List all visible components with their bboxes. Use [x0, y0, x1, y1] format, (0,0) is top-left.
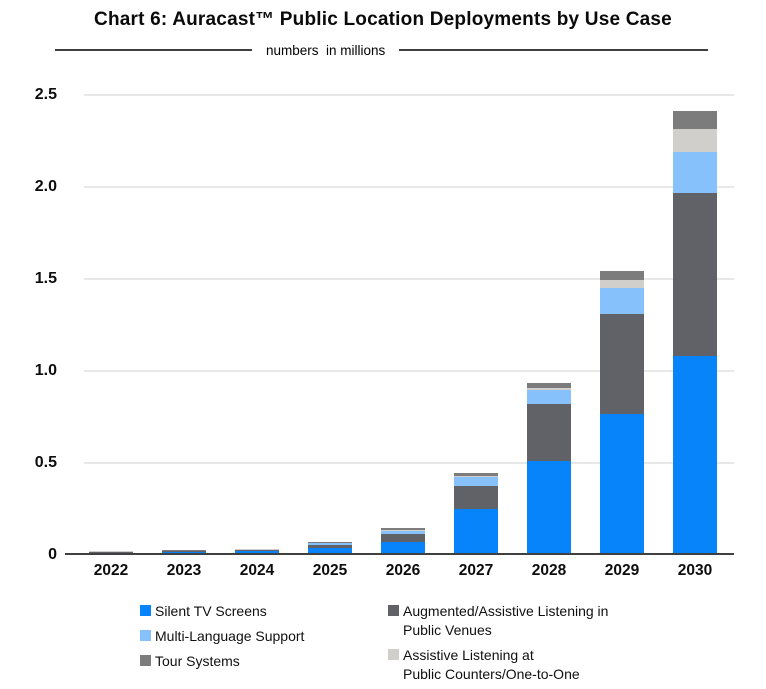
- bar-group-2024: [235, 549, 279, 554]
- legend-swatch-augmented-assistive-listening-public-venues: [388, 605, 399, 616]
- gridline-1: [84, 370, 734, 372]
- x-axis-line: [65, 553, 734, 555]
- bar-segment-tour-systems-2027: [454, 472, 498, 476]
- legend-swatch-tour-systems: [140, 655, 151, 666]
- legend-swatch-multi-language-support: [140, 630, 151, 641]
- bar-segment-silent-tv-screens-2030: [673, 356, 717, 554]
- gridline-2: [84, 186, 734, 188]
- x-axis-label-2023: 2023: [166, 562, 202, 579]
- legend-label-multi-language-support: Multi-Language Support: [155, 628, 305, 644]
- bar-segment-tour-systems-2030: [673, 110, 717, 129]
- legend-item-multi-language-support: Multi-Language Support: [140, 627, 304, 646]
- bar-segment-multi-language-support-2029: [600, 288, 644, 314]
- bar-segment-silent-tv-screens-2028: [527, 461, 571, 554]
- bar-segment-silent-tv-screens-2029: [600, 414, 644, 554]
- x-axis-label-2022: 2022: [93, 562, 129, 579]
- bar-segment-multi-language-support-2023: [162, 550, 206, 552]
- bar-segment-multi-language-support-2025: [308, 543, 352, 545]
- legend-right-column: Augmented/Assistive Listening in Public …: [388, 602, 608, 689]
- y-axis-label-1.0: 1.0: [34, 362, 57, 379]
- bar-segment-silent-tv-screens-2026: [381, 541, 425, 554]
- chart-title: Chart 6: Auracast™ Public Location Deplo…: [94, 9, 672, 30]
- bar-group-2028: [527, 382, 571, 554]
- bar-segment-tour-systems-2029: [600, 270, 644, 280]
- legend-item-augmented-assistive-listening-public-venues: Augmented/Assistive Listening in Public …: [388, 602, 608, 640]
- legend-label-silent-tv-screens: Silent TV Screens: [155, 603, 267, 619]
- bar-segment-silent-tv-screens-2025: [308, 547, 352, 554]
- legend-left-column: Silent TV Screens Multi-Language Support T…: [140, 602, 304, 677]
- bar-segment-assistive-listening-public-counters-2028: [527, 388, 571, 391]
- bar-segment-augmented-assistive-listening-public-venues-2025: [308, 544, 352, 548]
- bar-segment-multi-language-support-2026: [381, 530, 425, 534]
- legend-swatch-assistive-listening-public-counters: [388, 649, 399, 660]
- bar-group-2027: [454, 472, 498, 554]
- legend-swatch-silent-tv-screens: [140, 605, 151, 616]
- legend-item-assistive-listening-public-counters: Assistive Listening at Public Counters/O…: [388, 646, 608, 684]
- bar-segment-multi-language-support-2024: [235, 549, 279, 551]
- x-axis-label-2029: 2029: [604, 562, 640, 579]
- legend-item-silent-tv-screens: Silent TV Screens: [140, 602, 304, 621]
- chart-subtitle: numbers in millions: [266, 42, 386, 58]
- gridline-2.5: [84, 94, 734, 96]
- bar-segment-silent-tv-screens-2027: [454, 508, 498, 554]
- bar-segment-augmented-assistive-listening-public-venues-2023: [162, 551, 206, 552]
- bar-segment-assistive-listening-public-counters-2030: [673, 128, 717, 152]
- bar-segment-augmented-assistive-listening-public-venues-2028: [527, 404, 571, 462]
- x-axis-label-2030: 2030: [677, 562, 713, 579]
- bar-segment-silent-tv-screens-2023: [162, 551, 206, 554]
- bar-segment-augmented-assistive-listening-public-venues-2030: [673, 193, 717, 357]
- gridline-0.5: [84, 462, 734, 464]
- bar-segment-tour-systems-2026: [381, 527, 425, 531]
- y-axis-label-1.5: 1.5: [34, 270, 57, 287]
- bar-segment-augmented-assistive-listening-public-venues-2026: [381, 533, 425, 542]
- bar-segment-tour-systems-2028: [527, 382, 571, 389]
- chart-subtitle-row: numbers in millions: [55, 41, 708, 59]
- y-axis-label-0.5: 0.5: [34, 454, 57, 471]
- bar-segment-multi-language-support-2030: [673, 151, 717, 194]
- bar-segment-tour-systems-2025: [308, 542, 352, 543]
- bar-segment-augmented-assistive-listening-public-venues-2024: [235, 550, 279, 552]
- subtitle-rule-left: [55, 49, 252, 51]
- gridline-1.5: [84, 278, 734, 280]
- x-axis-label-2025: 2025: [312, 562, 348, 579]
- bar-segment-assistive-listening-public-counters-2027: [454, 475, 498, 477]
- legend-label-augmented-assistive-listening-public-venues: Augmented/Assistive Listening in Public …: [403, 603, 609, 638]
- bar-segment-augmented-assistive-listening-public-venues-2029: [600, 313, 644, 415]
- legend-label-tour-systems: Tour Systems: [155, 653, 240, 669]
- bar-segment-multi-language-support-2027: [454, 476, 498, 486]
- x-axis-label-2028: 2028: [531, 562, 567, 579]
- bar-group-2026: [381, 527, 425, 554]
- bar-group-2030: [673, 110, 717, 554]
- bar-segment-assistive-listening-public-counters-2029: [600, 279, 644, 289]
- bar-segment-silent-tv-screens-2024: [235, 551, 279, 554]
- legend-item-tour-systems: Tour Systems: [140, 652, 304, 671]
- bar-segment-augmented-assistive-listening-public-venues-2027: [454, 485, 498, 509]
- y-axis-label-2.5: 2.5: [34, 86, 57, 103]
- y-axis-label-2.0: 2.0: [34, 178, 57, 195]
- bar-segment-multi-language-support-2028: [527, 390, 571, 405]
- bar-group-2029: [600, 270, 644, 554]
- legend-label-assistive-listening-public-counters: Assistive Listening at Public Counters/O…: [403, 647, 580, 682]
- bar-group-2025: [308, 542, 352, 554]
- x-axis-label-2026: 2026: [385, 562, 421, 579]
- subtitle-rule-right: [399, 49, 708, 51]
- bar-segment-augmented-assistive-listening-public-venues-2022: [89, 551, 133, 553]
- x-axis-label-2027: 2027: [458, 562, 494, 579]
- bar-group-2023: [162, 550, 206, 554]
- bar-segment-assistive-listening-public-counters-2026: [381, 530, 425, 531]
- y-axis-label-0: 0: [48, 546, 57, 563]
- x-axis-label-2024: 2024: [239, 562, 275, 579]
